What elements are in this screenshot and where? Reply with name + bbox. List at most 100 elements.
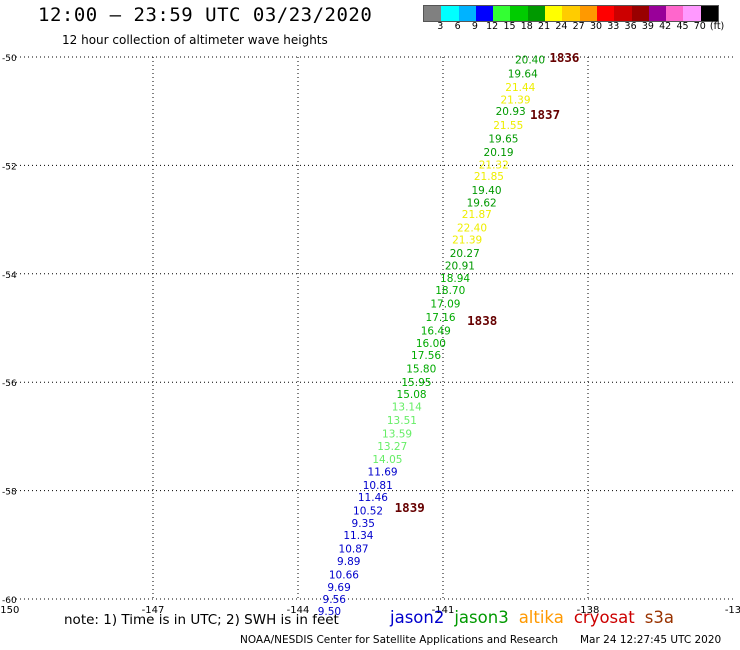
y-tick-label: -50	[2, 54, 17, 64]
legend-label: 21	[538, 21, 551, 32]
credit-text: NOAA/NESDIS Center for Satellite Applica…	[240, 634, 558, 646]
legend-swatch	[493, 6, 511, 21]
legend-label: 39	[641, 21, 654, 32]
y-tick-label: -58	[2, 488, 17, 498]
legend-label: 24	[555, 21, 568, 32]
track-number-label: 1836	[549, 50, 579, 65]
swh-value-label: 21.39	[452, 235, 482, 247]
x-tick-label: -147	[142, 605, 165, 616]
color-scale-labels: 3 6 9 12 15 18 21 24 27 30 33 36 39 42 45 70 (ft)	[423, 21, 740, 35]
swh-value-label: 21.39	[500, 94, 530, 106]
legend-label: 30	[589, 21, 603, 32]
swh-value-label: 18.70	[435, 285, 465, 297]
legend-swatch	[614, 6, 632, 21]
y-tick-label: -54	[2, 271, 17, 281]
swh-value-label: 20.27	[450, 248, 480, 260]
swh-value-label: 16.49	[421, 326, 451, 338]
swh-value-label: 11.34	[343, 530, 373, 542]
swh-value-label: 19.64	[508, 68, 538, 80]
chart-title: 12:00 – 23:59 UTC 03/23/2020	[38, 4, 373, 26]
swh-value-label: 20.91	[445, 261, 475, 273]
legend-label: 33	[607, 21, 620, 32]
swh-value-label: 21.55	[493, 120, 523, 132]
swh-value-label: 10.87	[339, 544, 369, 556]
swh-value-label: 10.81	[363, 480, 393, 492]
swh-value-label: 17.09	[430, 299, 460, 311]
legend-label: 3	[437, 21, 444, 32]
legend-label: 42	[659, 21, 672, 32]
swh-value-label: 9.56	[323, 594, 347, 606]
legend-swatch	[527, 6, 546, 21]
legend-swatch	[631, 6, 649, 21]
legend-label: 70	[693, 21, 706, 32]
mission-label: jason2	[390, 608, 445, 627]
chart-subtitle: 12 hour collection of altimeter wave hei…	[62, 33, 328, 47]
track-number-label: 1839	[395, 500, 425, 515]
legend-label: 12	[486, 21, 499, 32]
swh-value-label: 9.35	[352, 518, 375, 530]
swh-value-label: 21.32	[479, 159, 509, 171]
legend-swatch	[458, 6, 476, 21]
legend-swatch	[510, 6, 528, 21]
units-note: note: 1) Time is in UTC; 2) SWH is in fe…	[64, 612, 339, 628]
legend-swatch	[424, 6, 442, 21]
swh-value-label: 19.65	[488, 133, 518, 145]
swh-value-label: 9.50	[318, 606, 341, 618]
mission-label: jason3	[454, 608, 509, 627]
swh-value-label: 13.14	[392, 402, 422, 414]
swh-value-label: 15.08	[397, 389, 427, 401]
x-tick-label: -150	[0, 605, 19, 616]
swh-value-label: 20.19	[484, 147, 514, 159]
swh-value-label: 16.00	[416, 338, 446, 350]
track-number-label: 1837	[530, 107, 560, 122]
color-scale-legend	[423, 5, 720, 22]
legend-label: (ft)	[709, 21, 725, 32]
swh-value-label: 13.59	[382, 429, 412, 441]
mission-label: s3a	[644, 608, 674, 627]
x-tick-label: -13	[725, 605, 740, 616]
swh-value-label: 17.56	[411, 350, 441, 362]
swh-value-label: 13.51	[387, 415, 417, 427]
swh-value-label: 9.89	[337, 556, 360, 568]
y-tick-label: -52	[2, 162, 17, 172]
timestamp-text: Mar 24 12:27:45 UTC 2020	[580, 634, 722, 646]
swh-value-label: 19.40	[471, 185, 501, 197]
legend-swatch	[562, 6, 580, 21]
legend-swatch	[683, 6, 701, 21]
y-tick-label: -56	[2, 379, 17, 389]
mission-label: altika	[518, 608, 564, 627]
legend-swatch	[700, 6, 719, 21]
x-tick-label: -138	[577, 605, 600, 616]
swh-value-label: 21.87	[462, 209, 492, 221]
mission-legend: jason2 jason3 altika cryosat s3a	[390, 608, 684, 627]
legend-swatch	[648, 6, 667, 21]
legend-label: 45	[676, 21, 689, 32]
legend-label: 6	[454, 21, 461, 32]
swh-value-label: 15.95	[401, 377, 431, 389]
legend-swatch	[596, 6, 615, 21]
swh-value-label: 10.52	[353, 506, 383, 518]
legend-label: 18	[520, 21, 533, 32]
swh-value-label: 9.69	[327, 582, 350, 594]
x-tick-label: -144	[287, 605, 310, 616]
legend-swatch	[545, 6, 563, 21]
swh-value-label: 21.85	[474, 171, 504, 183]
swh-value-label: 17.16	[426, 312, 456, 324]
swh-value-label: 19.62	[467, 197, 497, 209]
swh-value-label: 15.80	[406, 364, 436, 376]
swh-value-label: 22.40	[457, 223, 487, 235]
swh-value-label: 21.44	[505, 82, 535, 94]
legend-label: 36	[624, 21, 637, 32]
legend-label: 15	[503, 21, 516, 32]
swh-value-label: 11.69	[368, 467, 398, 479]
swh-value-label: 11.46	[358, 492, 388, 504]
legend-swatch	[475, 6, 494, 21]
swh-value-label: 14.05	[372, 454, 402, 466]
mission-label: cryosat	[573, 608, 635, 627]
y-tick-label: -60	[2, 596, 17, 606]
legend-label: 27	[572, 21, 585, 32]
swh-value-label: 20.93	[496, 106, 526, 118]
legend-swatch	[666, 6, 684, 21]
track-number-label: 1838	[467, 313, 497, 328]
